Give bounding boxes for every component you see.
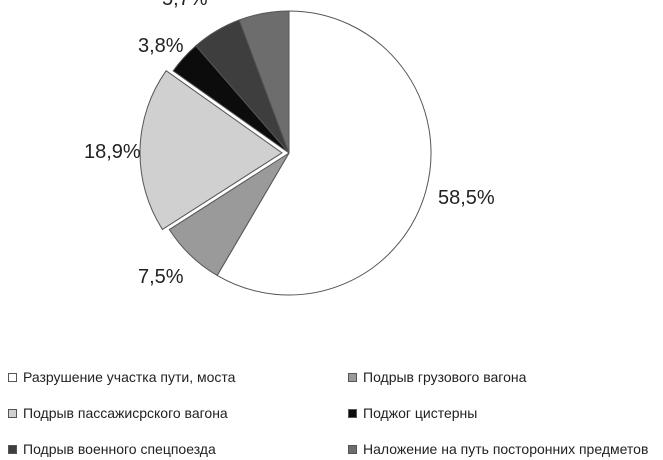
slice-value-label: 3,8% xyxy=(138,35,184,57)
legend-item: Наложение на путь посторонних предметов xyxy=(348,438,658,460)
legend-swatch-icon xyxy=(348,408,357,418)
pie-slice xyxy=(139,70,283,231)
legend-item: Поджог цистерны xyxy=(348,402,658,424)
legend-swatch-icon xyxy=(8,372,17,382)
legend-label: Подрыв грузового вагона xyxy=(363,369,527,385)
slice-value-label: 18,9% xyxy=(84,141,141,163)
legend-swatch-icon xyxy=(8,444,17,454)
pie-slice xyxy=(168,152,290,277)
pie-slice xyxy=(238,10,290,154)
pie-slices xyxy=(139,10,432,296)
pie-data-labels: 58,5% 7,5% 18,9% 3,8% 5,7% xyxy=(84,0,495,288)
slice-value-label: 7,5% xyxy=(138,266,184,288)
legend-swatch-icon xyxy=(348,372,357,382)
legend-item: Подрыв военного спецпоезда xyxy=(8,438,348,460)
legend-item: Разрушение участка пути, моста xyxy=(8,366,348,388)
slice-value-label: 5,7% xyxy=(162,0,208,10)
legend-label: Поджог цистерны xyxy=(363,405,478,421)
legend-item: Подрыв пассажисрского вагона xyxy=(8,402,348,424)
legend-label: Разрушение участка пути, моста xyxy=(23,369,236,385)
pie-slice xyxy=(216,10,432,296)
legend-label: Подрыв пассажисрского вагона xyxy=(23,405,228,421)
pie-chart: 58,5% 7,5% 18,9% 3,8% 5,7% xyxy=(84,0,495,296)
legend-label: Наложение на путь посторонних предметов xyxy=(363,441,649,457)
legend-item: Подрыв грузового вагона xyxy=(348,366,658,388)
legend-swatch-icon xyxy=(8,408,17,418)
chart-legend: Разрушение участка пути, моста Подрыв гру… xyxy=(8,366,663,460)
legend-label: Подрыв военного спецпоезда xyxy=(23,441,216,457)
slice-value-label: 58,5% xyxy=(438,187,495,209)
legend-swatch-icon xyxy=(348,444,357,454)
